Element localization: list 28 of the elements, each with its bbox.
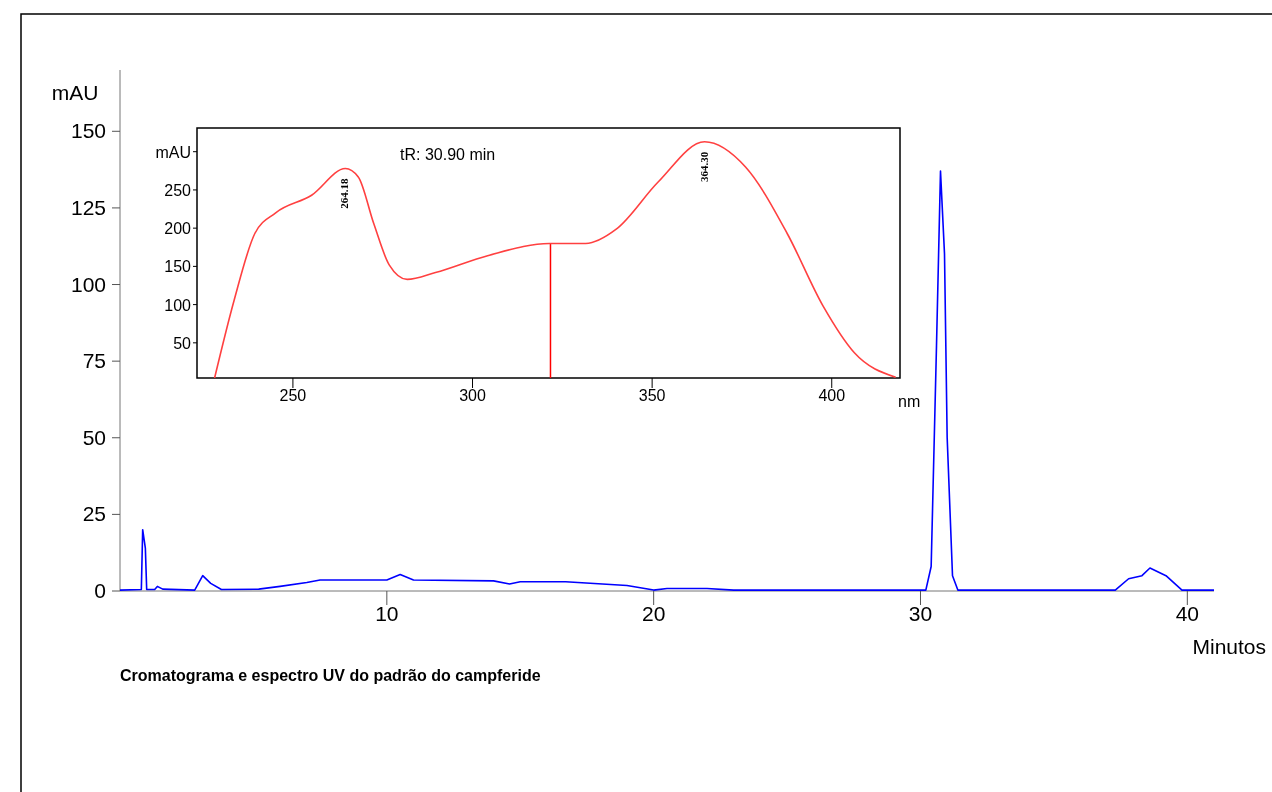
y-tick-label: 150	[164, 258, 192, 276]
y-tick-label: 75	[82, 349, 106, 373]
x-tick-label: 250	[279, 387, 307, 404]
text: Cromatograma e espectro UV do padrão do campferide	[120, 667, 541, 684]
y-tick-label: 150	[70, 119, 106, 143]
y-tick-label: 25	[82, 502, 106, 526]
x-tick-label: 350	[638, 387, 666, 404]
y-tick-label: 100	[70, 272, 106, 296]
x-tick-label: 400	[818, 387, 846, 404]
line-series	[213, 140, 897, 379]
x-axis-title: Minutos	[1192, 635, 1266, 658]
y-tick-label: 250	[164, 181, 192, 199]
annotation: tR: 30.90 min	[400, 146, 496, 163]
x-tick-label: 30	[908, 602, 933, 625]
annotation: 264.18	[337, 178, 350, 209]
x-axis-title: nm	[898, 393, 921, 410]
y-tick-label: 50	[82, 425, 106, 449]
y-tick-label: 125	[70, 195, 106, 219]
y-tick-label: 0	[94, 579, 106, 602]
y-tick-label: 200	[164, 220, 192, 238]
x-tick-label: 10	[375, 602, 399, 625]
x-tick-label: 40	[1175, 602, 1199, 625]
y-tick-label: mAU	[155, 143, 191, 161]
annotation: 364.30	[697, 151, 710, 183]
x-tick-label: 300	[459, 387, 486, 404]
y-tick-label: 50	[173, 334, 192, 352]
x-tick-label: 20	[641, 602, 666, 625]
y-tick-label: 100	[164, 296, 192, 314]
